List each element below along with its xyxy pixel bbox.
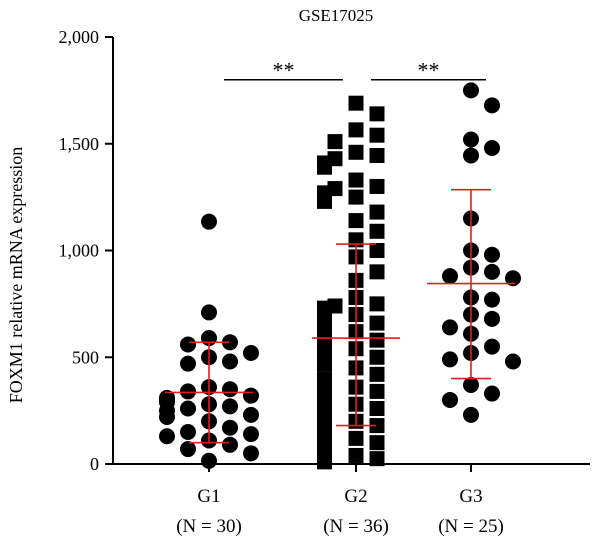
data-point-square bbox=[317, 356, 332, 372]
error-bars bbox=[165, 188, 515, 444]
data-point-circle bbox=[484, 291, 500, 308]
data-point-square bbox=[327, 134, 343, 150]
data-point-square bbox=[348, 447, 364, 463]
data-point-circle bbox=[442, 351, 458, 368]
x-category-n-label: (N = 25) bbox=[438, 516, 504, 537]
data-point-circle bbox=[159, 409, 175, 426]
data-point-circle bbox=[180, 441, 196, 458]
chart-title: GSE17025 bbox=[299, 6, 374, 25]
x-category-label: G1 bbox=[197, 486, 220, 507]
data-point-circle bbox=[484, 97, 500, 114]
y-tick-label: 0 bbox=[90, 454, 99, 474]
x-axis-categories: G1 (N = 30) G2 (N = 36) G3 (N = 25) bbox=[176, 464, 504, 537]
data-point-square bbox=[317, 375, 332, 391]
data-point-square bbox=[317, 193, 332, 209]
data-point-square bbox=[348, 172, 364, 188]
data-point-circle bbox=[222, 334, 238, 351]
data-point-circle bbox=[484, 263, 500, 280]
x-category-label: G3 bbox=[459, 486, 482, 507]
y-tick-label: 1,000 bbox=[59, 241, 100, 261]
y-tick-label: 1,500 bbox=[59, 134, 100, 154]
data-point-circle bbox=[180, 423, 196, 440]
data-point-square bbox=[348, 122, 364, 138]
y-axis-label: FOXM1 relative mRNA expression bbox=[6, 147, 26, 403]
data-point-square bbox=[369, 147, 385, 163]
data-point-circle bbox=[222, 419, 238, 436]
data-point-circle bbox=[463, 377, 479, 394]
data-point-circle bbox=[243, 344, 259, 361]
data-point-circle bbox=[442, 391, 458, 408]
data-point-square bbox=[369, 223, 385, 239]
data-point-circle bbox=[463, 406, 479, 423]
data-point-circle bbox=[505, 270, 521, 287]
y-tick-label: 2,000 bbox=[59, 27, 100, 47]
data-point-circle bbox=[180, 336, 196, 353]
data-point-square bbox=[369, 418, 385, 434]
data-point-square bbox=[317, 426, 332, 442]
significance-label: ** bbox=[273, 58, 295, 83]
data-point-circle bbox=[442, 319, 458, 336]
y-tick-label: 500 bbox=[72, 347, 99, 367]
data-point-square bbox=[317, 454, 332, 470]
data-point-square bbox=[317, 392, 332, 408]
data-point-square bbox=[369, 400, 385, 416]
data-point-square bbox=[369, 383, 385, 399]
data-point-circle bbox=[463, 82, 479, 99]
data-point-square bbox=[348, 189, 364, 205]
data-point-circle bbox=[484, 246, 500, 263]
data-point-circle bbox=[201, 304, 217, 321]
data-point-circle bbox=[243, 426, 259, 443]
data-point-circle bbox=[222, 353, 238, 370]
x-category-label: G2 bbox=[344, 486, 367, 507]
x-category-n-label: (N = 36) bbox=[323, 516, 389, 537]
data-point-square bbox=[369, 243, 385, 258]
significance-annotations: ** ** bbox=[224, 58, 486, 83]
data-point-square bbox=[348, 430, 364, 446]
data-point-circle bbox=[201, 213, 217, 230]
significance-label: ** bbox=[418, 58, 440, 83]
data-point-circle bbox=[484, 310, 500, 327]
data-point-circle bbox=[243, 406, 259, 423]
data-point-circle bbox=[463, 131, 479, 148]
data-point-square bbox=[369, 451, 385, 467]
y-axis-ticks: 0 500 1,000 1,500 2,000 bbox=[59, 27, 113, 474]
data-point-circle bbox=[505, 353, 521, 370]
data-point-circle bbox=[222, 436, 238, 453]
data-point-circle bbox=[180, 400, 196, 417]
data-point-square bbox=[369, 296, 385, 312]
data-point-circle bbox=[180, 355, 196, 372]
data-point-square bbox=[348, 144, 364, 160]
data-point-circle bbox=[463, 147, 479, 164]
data-point-square bbox=[369, 127, 385, 143]
data-point-circle bbox=[159, 428, 175, 445]
data-point-square bbox=[369, 106, 385, 122]
data-point-circle bbox=[484, 338, 500, 355]
data-point-square bbox=[369, 204, 385, 220]
data-point-circle bbox=[222, 398, 238, 415]
data-point-circle bbox=[484, 385, 500, 402]
data-point-circle bbox=[180, 383, 196, 400]
data-point-square bbox=[348, 95, 364, 111]
data-point-square bbox=[369, 264, 385, 280]
data-points bbox=[159, 82, 521, 470]
data-point-square bbox=[369, 435, 385, 451]
data-point-square bbox=[369, 349, 385, 365]
data-point-circle bbox=[201, 452, 217, 469]
data-point-circle bbox=[442, 268, 458, 285]
data-point-square bbox=[369, 366, 385, 382]
data-point-circle bbox=[243, 387, 259, 404]
data-point-circle bbox=[484, 140, 500, 157]
data-point-square bbox=[369, 178, 385, 194]
data-point-circle bbox=[222, 381, 238, 398]
data-point-square bbox=[348, 213, 364, 229]
data-point-circle bbox=[243, 445, 259, 462]
data-point-square bbox=[369, 315, 385, 331]
data-point-square bbox=[317, 409, 332, 425]
data-point-square bbox=[369, 332, 385, 348]
x-category-n-label: (N = 30) bbox=[176, 516, 242, 537]
data-point-square bbox=[317, 159, 332, 175]
